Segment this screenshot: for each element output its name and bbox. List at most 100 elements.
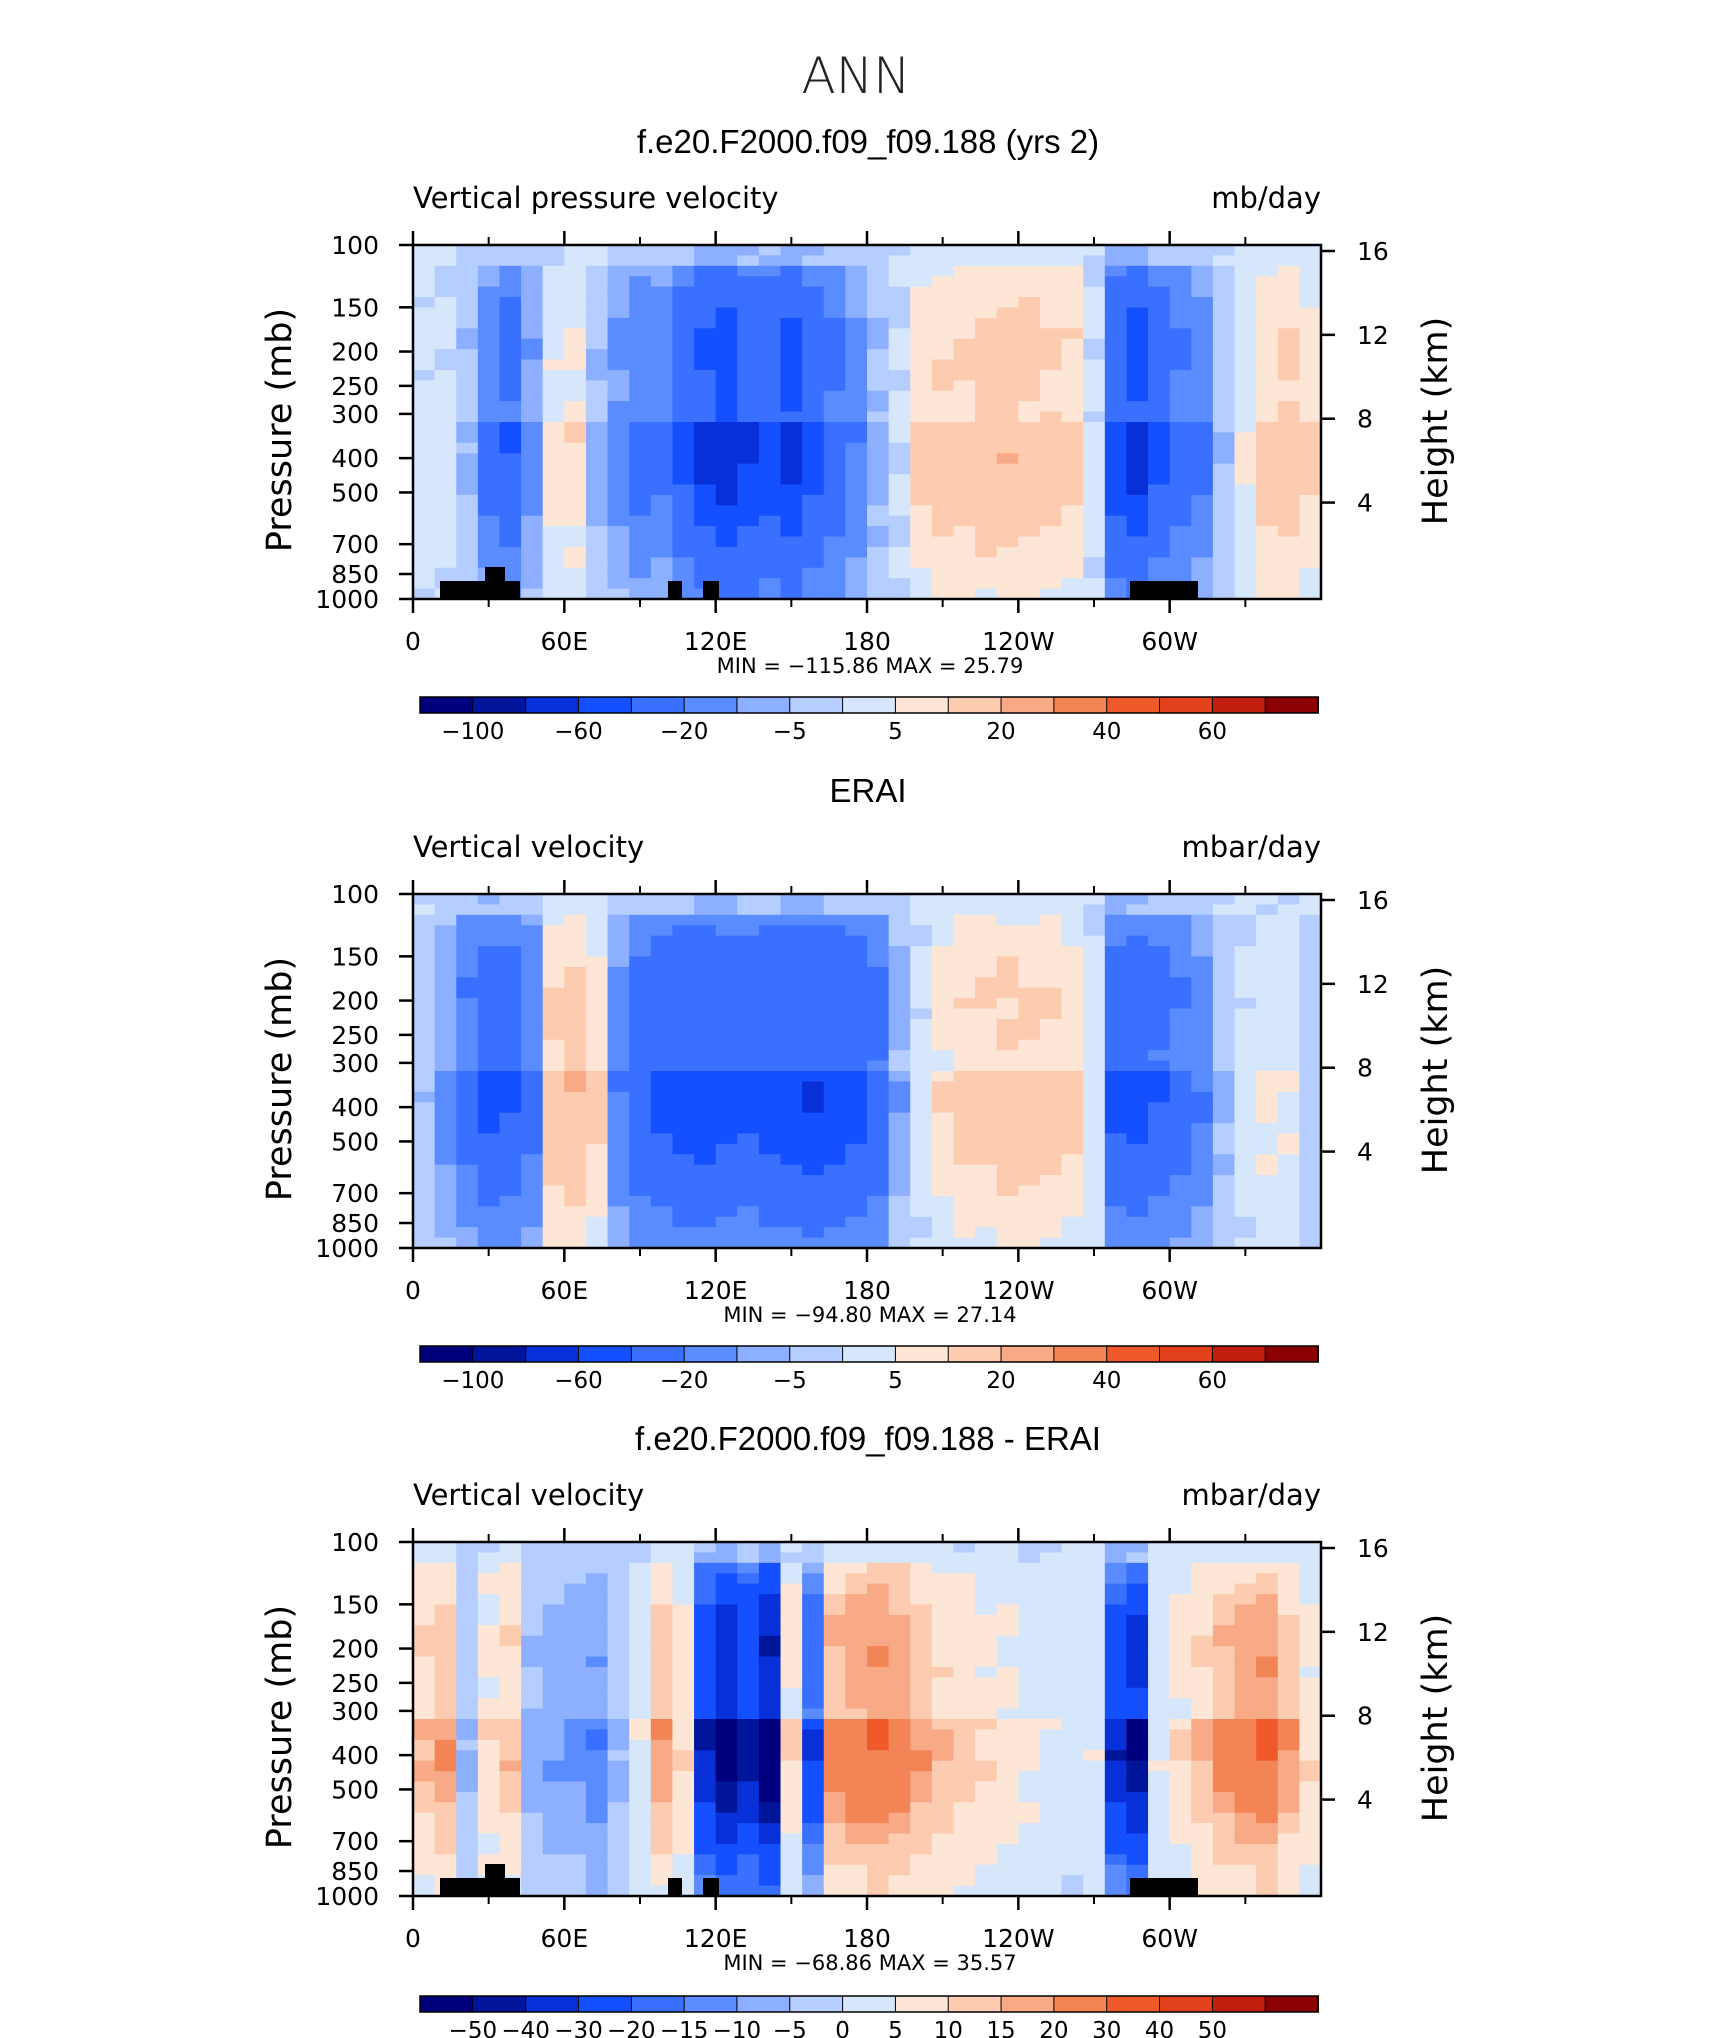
- field-cell: [629, 1771, 652, 1783]
- field-cell: [1212, 1008, 1236, 1020]
- field-cell: [1169, 1123, 1192, 1135]
- colorbar-label: −60: [554, 719, 603, 745]
- field-cell: [758, 1133, 782, 1145]
- field-cell: [780, 1635, 803, 1647]
- field-cell: [1234, 1154, 1257, 1166]
- field-cell: [715, 1791, 738, 1803]
- field-cell: [953, 1552, 976, 1564]
- field-cell: [607, 557, 630, 569]
- field-cell: [715, 904, 738, 916]
- field-cell: [758, 1008, 782, 1020]
- field-cell: [1126, 1604, 1149, 1616]
- field-cell: [542, 338, 565, 350]
- field-cell: [542, 966, 565, 978]
- field-cell: [521, 1614, 544, 1626]
- field-cell: [1277, 1206, 1300, 1218]
- field-cell: [564, 1750, 587, 1762]
- field-cell: [1126, 925, 1149, 937]
- field-cell: [413, 1771, 436, 1783]
- field-cell: [521, 1823, 544, 1835]
- field-cell: [1061, 349, 1084, 361]
- field-cell: [1148, 1719, 1171, 1731]
- field-cell: [910, 1677, 933, 1689]
- field-cell: [694, 1164, 717, 1176]
- field-cell: [1061, 307, 1084, 319]
- colorbar-frame: [419, 696, 1319, 714]
- field-cell: [996, 588, 1019, 599]
- field-cell: [715, 1614, 738, 1626]
- field-cell: [1234, 1791, 1257, 1803]
- field-cell: [1039, 1216, 1063, 1228]
- field-cell: [434, 935, 457, 947]
- field-cell: [888, 432, 911, 444]
- field-cell: [823, 328, 846, 340]
- field-cell: [996, 1583, 1019, 1595]
- field-cell: [1256, 1050, 1279, 1062]
- field-cell: [737, 1864, 760, 1876]
- field-cell: [1018, 588, 1041, 599]
- field-cell: [499, 966, 522, 978]
- field-cell: [413, 567, 436, 579]
- field-cell: [456, 380, 479, 392]
- field-cell: [953, 1843, 976, 1855]
- field-cell: [802, 1614, 825, 1626]
- field-cell: [910, 1237, 933, 1248]
- field-cell: [1256, 1081, 1279, 1093]
- field-cell: [1212, 578, 1236, 590]
- field-cell: [867, 1666, 890, 1678]
- field-cell: [780, 515, 803, 527]
- field-cell: [1299, 401, 1321, 413]
- field-cell: [737, 1875, 760, 1887]
- field-cell: [758, 987, 782, 999]
- field-cell: [1169, 1195, 1192, 1207]
- field-cell: [585, 1060, 609, 1072]
- field-cell: [802, 1552, 825, 1564]
- field-cell: [888, 1594, 911, 1606]
- field-cell: [650, 904, 674, 916]
- field-cell: [413, 1123, 436, 1135]
- field-cell: [456, 401, 479, 413]
- field-cell: [542, 1018, 565, 1030]
- field-cell: [694, 1112, 717, 1124]
- field-cell: [1148, 515, 1171, 527]
- field-cell: [953, 1081, 976, 1093]
- field-cell: [1256, 1175, 1279, 1187]
- field-cell: [629, 1195, 652, 1207]
- field-cell: [629, 1864, 652, 1876]
- field-cell: [434, 453, 457, 465]
- field-cell: [672, 1029, 695, 1041]
- field-cell: [758, 453, 782, 465]
- field-cell: [434, 1854, 457, 1866]
- field-cell: [953, 1185, 976, 1197]
- field-cell: [953, 1071, 976, 1083]
- field-cell: [434, 1091, 457, 1103]
- field-cell: [1018, 494, 1041, 506]
- field-cell: [953, 1635, 976, 1647]
- field-cell: [1018, 1154, 1041, 1166]
- field-cell: [1277, 925, 1300, 937]
- field-cell: [456, 894, 479, 906]
- field-cell: [542, 1750, 565, 1762]
- field-cell: [931, 1656, 955, 1668]
- field-cell: [953, 977, 976, 989]
- field-cell: [975, 442, 998, 454]
- field-cell: [629, 1708, 652, 1720]
- field-cell: [694, 977, 717, 989]
- field-cell: [1277, 1854, 1300, 1866]
- field-cell: [1061, 536, 1084, 548]
- field-cell: [910, 1227, 933, 1239]
- field-cell: [867, 432, 890, 444]
- field-cell: [499, 1175, 522, 1187]
- field-cell: [931, 442, 955, 454]
- field-cell: [650, 1791, 674, 1803]
- field-cell: [434, 546, 457, 558]
- field-cell: [1039, 1018, 1063, 1030]
- field-cell: [802, 1750, 825, 1762]
- field-cell: [1083, 245, 1106, 257]
- field-cell: [737, 515, 760, 527]
- field-cell: [499, 1823, 522, 1835]
- field-cell: [823, 557, 846, 569]
- field-cell: [413, 1143, 436, 1155]
- field-cell: [845, 1008, 868, 1020]
- field-cell: [1126, 998, 1149, 1010]
